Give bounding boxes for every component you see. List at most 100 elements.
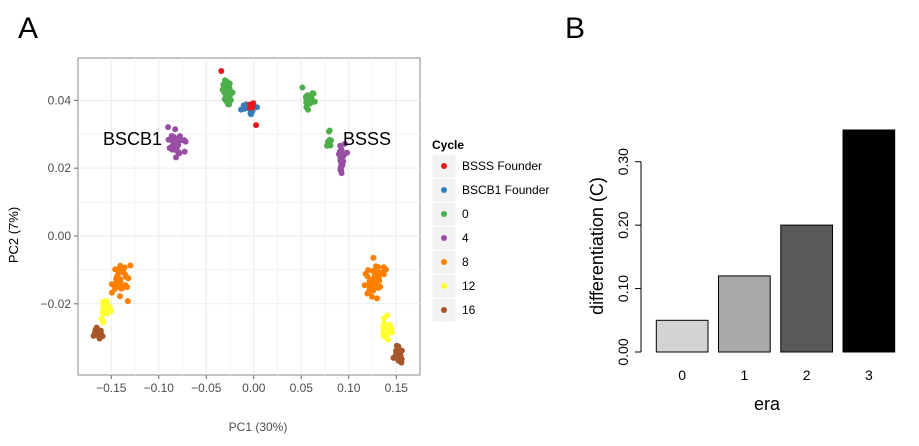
legend-label: 12 <box>462 279 476 293</box>
x-tick-label: −0.15 <box>96 381 127 395</box>
x-tick-label: −0.05 <box>191 381 222 395</box>
point-cycle-bsss-founder <box>249 104 256 111</box>
legend-items: BSSS Founder BSCB1 Founder 0 4 8 12 16 <box>431 153 549 323</box>
point-cycle-8 <box>369 293 375 300</box>
point-cycle-8 <box>370 254 377 261</box>
point-cycle-8 <box>374 275 381 282</box>
point-cycle-8 <box>116 269 123 276</box>
y-tick-label: −0.02 <box>41 297 72 311</box>
x-tick-label: 0.10 <box>337 381 361 395</box>
point-cycle-8 <box>121 264 128 271</box>
point-cycle-16 <box>393 349 400 356</box>
point-cycle-12 <box>99 315 105 322</box>
point-cycle-8 <box>125 275 132 282</box>
y-tick-label: 0.02 <box>48 161 72 175</box>
bar-era-1 <box>718 275 771 353</box>
bars <box>655 129 896 353</box>
bar-era-2 <box>780 224 833 353</box>
point-cycle-8 <box>124 284 130 291</box>
bar-x-tick-label: 3 <box>865 367 873 383</box>
point-cycle-12 <box>381 321 387 328</box>
point-cycle-4 <box>169 143 176 150</box>
point-cycle-8 <box>380 271 387 278</box>
bar-era-3 <box>842 129 896 353</box>
point-cycle-4 <box>173 139 180 146</box>
bar-y-tick-label: 0.10 <box>615 275 631 302</box>
y-tick-label: 0.00 <box>48 229 72 243</box>
point-cycle-bscb1-founder <box>254 104 260 111</box>
legend-marker <box>441 307 447 313</box>
point-cycle-0 <box>225 91 232 98</box>
point-cycle-bsss-founder <box>218 68 225 74</box>
legend-item: BSCB1 Founder <box>431 177 549 203</box>
point-cycle-16 <box>394 353 401 360</box>
point-cycle-8 <box>117 279 124 286</box>
x-tick-label: 0.05 <box>290 381 314 395</box>
point-cycle-12 <box>107 308 114 315</box>
point-cycle-4 <box>341 140 348 147</box>
point-cycle-8 <box>113 275 120 282</box>
point-cycle-0 <box>309 98 316 105</box>
legend-label: BSCB1 Founder <box>462 183 549 197</box>
bar-x-tick-label: 2 <box>803 367 811 383</box>
point-cycle-4 <box>175 149 182 156</box>
point-cycle-0 <box>328 137 335 144</box>
point-cycle-8 <box>127 262 134 269</box>
bar-x-ticks: 0 1 2 3 <box>678 367 873 383</box>
point-cycle-0 <box>310 90 317 97</box>
point-cycle-12 <box>102 300 109 307</box>
bar-y-tick-label: 0.30 <box>615 148 631 175</box>
point-cycle-0 <box>326 127 333 134</box>
bar-y-axis-label: differentiation (C) <box>587 177 607 315</box>
point-cycle-12 <box>384 312 391 319</box>
legend-label: 16 <box>462 303 476 317</box>
point-cycle-4 <box>181 148 188 155</box>
legend-item: 0 <box>431 201 469 227</box>
point-cycle-16 <box>93 325 100 332</box>
point-cycle-8 <box>374 295 380 302</box>
legend-marker <box>441 235 447 241</box>
x-tick-label: 0.00 <box>242 381 266 395</box>
scatter-x-axis-label: PC1 (30%) <box>229 420 288 434</box>
point-cycle-16 <box>393 342 400 349</box>
legend-marker <box>441 187 447 193</box>
scatter-grid <box>78 58 420 375</box>
point-cycle-bscb1-founder <box>241 105 248 112</box>
point-cycle-8 <box>369 284 375 290</box>
point-cycle-4 <box>337 142 344 149</box>
legend-label: 8 <box>462 255 469 269</box>
point-cycle-8 <box>361 282 368 289</box>
legend-key <box>431 153 457 179</box>
point-cycle-bscb1-founder <box>247 110 254 117</box>
point-cycle-0 <box>224 81 231 88</box>
point-cycle-0 <box>219 86 226 93</box>
point-cycle-4 <box>336 151 342 158</box>
legend-item: BSSS Founder <box>431 153 542 179</box>
bar-x-axis-label: era <box>754 394 781 414</box>
point-cycle-0 <box>299 84 306 91</box>
point-cycle-8 <box>108 289 115 296</box>
bar-x-tick-label: 0 <box>678 367 686 383</box>
x-tick-label: 0.15 <box>385 381 409 395</box>
differentiation-bar-chart: 0.00 0.10 0.20 0.30 0 1 2 3 era differentiatio… <box>587 129 896 414</box>
point-cycle-8 <box>375 269 381 275</box>
point-cycle-4 <box>165 136 172 143</box>
annotation-bsss: BSSS <box>343 129 391 149</box>
legend-key <box>431 249 457 275</box>
cycle-legend: Cycle BSSS Founder BSCB1 Founder 0 4 8 12 16 <box>431 138 549 323</box>
legend-label: 0 <box>462 207 469 221</box>
pca-scatter-chart: −0.15 −0.10 −0.05 0.00 0.05 0.10 0.15 −0.02 0.0… <box>6 57 421 434</box>
legend-marker <box>441 163 447 169</box>
point-cycle-12 <box>385 336 392 343</box>
legend-marker <box>441 283 447 289</box>
legend-item: 12 <box>431 273 476 299</box>
legend-item: 4 <box>431 225 469 251</box>
point-cycle-16 <box>398 347 405 354</box>
point-cycle-4 <box>338 170 345 177</box>
legend-item: 16 <box>431 297 476 323</box>
point-cycle-0 <box>305 106 312 113</box>
point-cycle-4 <box>172 126 179 133</box>
panel-a-letter: A <box>18 12 38 45</box>
bar-y-tick-label: 0.00 <box>615 338 631 365</box>
annotation-bscb1: BSCB1 <box>103 129 162 149</box>
